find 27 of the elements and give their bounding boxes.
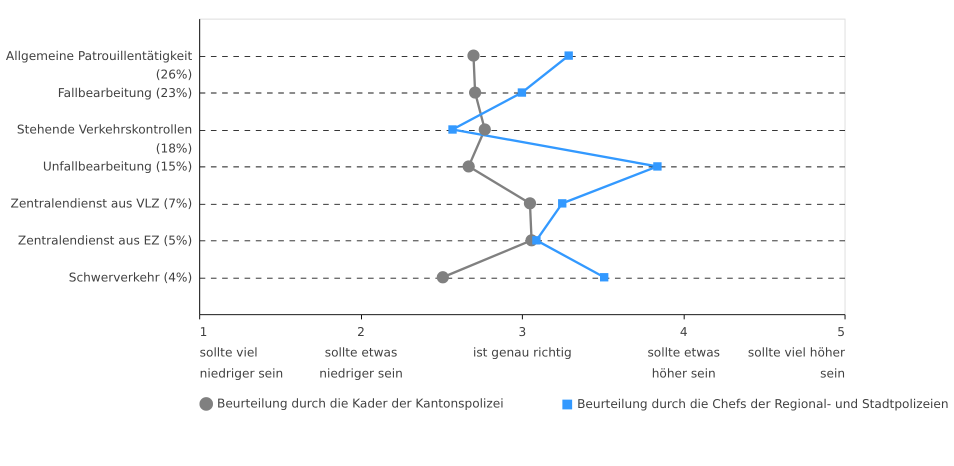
point bbox=[532, 236, 541, 244]
point bbox=[518, 88, 526, 97]
legend-label: Beurteilung durch die Kader der Kantonspolizei bbox=[216, 396, 504, 411]
point bbox=[469, 86, 482, 99]
y-tick-label: Fallbearbeitung (23%) bbox=[58, 86, 192, 100]
point bbox=[436, 271, 449, 284]
legend-label: Beurteilung durch die Chefs der Regional- und Stadtpolizeien bbox=[577, 397, 949, 412]
x-tick-label: 3 ist genau richtig bbox=[472, 325, 572, 360]
point bbox=[600, 273, 608, 282]
x-tick-label: 5 sollte viel höher sein bbox=[748, 325, 846, 380]
point bbox=[478, 123, 491, 136]
y-tick-label: Schwerverkehr (4%) bbox=[68, 270, 192, 284]
y-tick-label: Zentralendienst aus VLZ (7%) bbox=[10, 196, 192, 211]
x-tick-label: 2 sollte etwas niedriger sein bbox=[319, 325, 403, 380]
y-tick-label: Zentralendienst aus EZ (5%) bbox=[18, 234, 192, 248]
point bbox=[467, 50, 480, 62]
x-tick-label: 1 sollte viel niedriger sein bbox=[200, 325, 284, 380]
point bbox=[462, 160, 475, 173]
point bbox=[558, 199, 566, 208]
point bbox=[564, 51, 573, 60]
y-tick-label: Allgemeine Patrouillentätigkeit (26%) bbox=[6, 48, 192, 82]
point bbox=[448, 125, 457, 134]
point bbox=[653, 162, 662, 171]
point bbox=[524, 197, 536, 210]
y-tick-label: Unfallbearbeitung (15%) bbox=[42, 160, 192, 174]
x-tick-label: 4 sollte etwas höher sein bbox=[647, 325, 720, 380]
y-tick-label: Stehende Verkehrskontrollen (18%) bbox=[16, 122, 192, 156]
